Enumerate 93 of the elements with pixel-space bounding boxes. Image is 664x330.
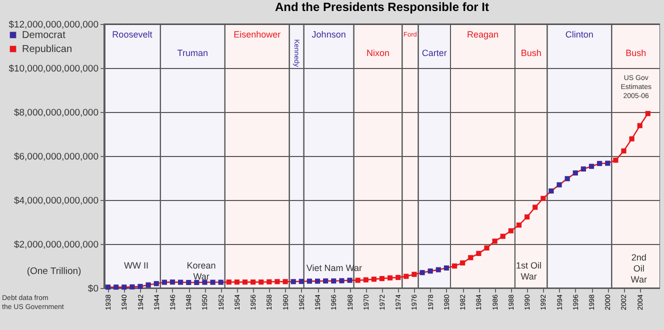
point [210, 280, 216, 285]
point [420, 270, 425, 276]
point [484, 245, 490, 251]
point [556, 182, 562, 188]
y-tick-label: $12,000,000,000,000 [8, 20, 98, 30]
point [138, 284, 143, 290]
point [170, 280, 176, 285]
point [323, 278, 328, 284]
band-label: Clinton [565, 30, 594, 40]
point [339, 278, 344, 284]
point [532, 204, 538, 210]
point [218, 280, 224, 285]
point [580, 166, 586, 172]
annotation: Korean War [186, 260, 216, 282]
point [234, 280, 240, 285]
band-label: Eisenhower [234, 30, 281, 40]
band-label: Reagan [466, 30, 498, 40]
point [516, 222, 522, 228]
point [476, 250, 482, 256]
point [250, 280, 256, 285]
point [396, 274, 401, 280]
point [331, 278, 336, 284]
point [524, 214, 530, 220]
annotation: WW II [124, 260, 148, 271]
point [540, 196, 546, 202]
point [508, 228, 514, 234]
point [404, 274, 409, 279]
point [130, 284, 135, 290]
point [290, 279, 296, 284]
band-label: Bush [626, 48, 646, 58]
point [258, 280, 264, 285]
point [314, 278, 320, 284]
point [436, 267, 441, 272]
chart-title: And the Presidents Responsible for It [274, 0, 490, 14]
point [306, 278, 312, 284]
band-label: Roosevelt [112, 30, 153, 40]
band-label: Bush [520, 48, 542, 58]
point [355, 278, 360, 283]
point [122, 284, 127, 290]
legend-label: Democrat [22, 30, 66, 41]
y-tick-label: $10,000,000,000,000 [8, 64, 98, 74]
point [588, 164, 594, 169]
point [347, 278, 352, 283]
point [298, 278, 304, 284]
point [460, 260, 466, 266]
point [242, 280, 248, 285]
point [282, 279, 288, 284]
point [500, 234, 506, 239]
point [629, 136, 634, 142]
point [154, 281, 159, 286]
point [572, 170, 578, 176]
point [114, 284, 119, 290]
point [564, 176, 570, 182]
point [428, 268, 433, 274]
band-label: Nixon [366, 48, 390, 58]
y-tick-label: $0 [88, 284, 98, 294]
point [363, 277, 368, 282]
annotation: 1st Oil War [516, 260, 542, 282]
band-label: Johnson [312, 30, 346, 40]
point [274, 279, 280, 284]
point [371, 276, 376, 282]
band-label: Carter [422, 48, 447, 58]
y-tick-label: $2,000,000,000,000 [14, 240, 98, 250]
point [379, 276, 385, 282]
point [548, 188, 554, 194]
point [452, 263, 458, 269]
point [597, 160, 602, 166]
y-tick-label: $6,000,000,000,000 [14, 152, 98, 162]
point [492, 238, 498, 244]
point [468, 255, 474, 260]
legend-label: Republican [22, 44, 72, 55]
annotation: 2nd Oil War [630, 252, 647, 285]
point [146, 282, 151, 288]
point [266, 279, 272, 284]
y-tick-label: $4,000,000,000,000 [14, 196, 98, 206]
text: (One Trillion) [26, 266, 82, 277]
point [613, 158, 618, 163]
y-tick-label: $8,000,000,000,000 [14, 108, 98, 118]
point [412, 272, 417, 277]
point [226, 280, 232, 285]
point [105, 284, 111, 290]
point [444, 265, 450, 271]
point [388, 275, 393, 280]
point [621, 148, 626, 154]
point [162, 280, 167, 285]
point [194, 280, 200, 286]
point [202, 280, 208, 285]
point [605, 160, 610, 166]
point [637, 123, 642, 128]
point [186, 280, 192, 286]
point [645, 110, 650, 116]
point [178, 280, 184, 285]
band-label: Truman [177, 48, 208, 58]
